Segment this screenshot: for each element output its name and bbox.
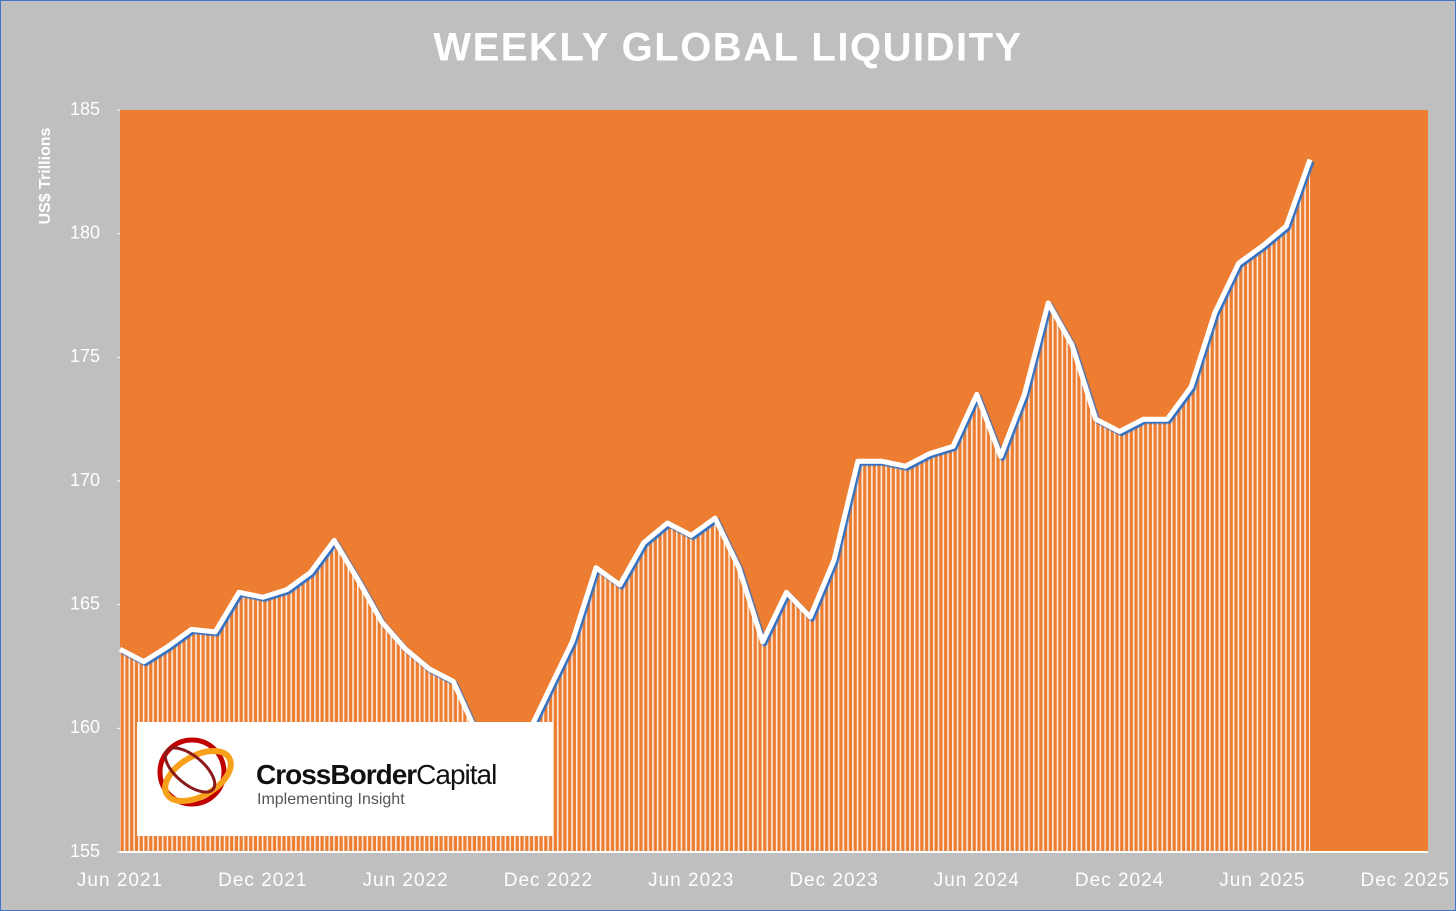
x-tick-label: Jun 2021 bbox=[77, 870, 163, 891]
logo-brand: CrossBorderCapital bbox=[256, 759, 496, 790]
x-tick-label: Jun 2025 bbox=[1219, 870, 1305, 891]
area-fill bbox=[120, 159, 1310, 852]
x-tick-label: Jun 2023 bbox=[648, 870, 734, 891]
y-tick-label: 160 bbox=[70, 717, 100, 737]
x-tick-label: Dec 2022 bbox=[504, 870, 593, 891]
logo-tagline: Implementing Insight bbox=[257, 791, 405, 808]
logo: CrossBorderCapital Implementing Insight bbox=[137, 722, 553, 836]
logo-ring bbox=[163, 746, 217, 794]
x-tick-label: Dec 2024 bbox=[1075, 870, 1164, 891]
y-tick-label: 165 bbox=[70, 593, 100, 613]
series-line bbox=[118, 158, 1313, 756]
x-tick-label: Dec 2021 bbox=[218, 870, 307, 891]
logo-ring bbox=[157, 737, 227, 807]
chart-title: WEEKLY GLOBAL LIQUIDITY bbox=[433, 26, 1022, 70]
logo-brand-bold: CrossBorder bbox=[256, 759, 417, 790]
x-tick-label: Dec 2025 bbox=[1361, 870, 1450, 891]
y-tick-label: 180 bbox=[70, 222, 100, 242]
x-tick-label: Jun 2024 bbox=[934, 870, 1020, 891]
y-tick-label: 155 bbox=[70, 841, 100, 861]
logo-brand-rest: Capital bbox=[416, 759, 496, 790]
y-tick-label: 185 bbox=[70, 99, 100, 119]
y-tick-label: 170 bbox=[70, 470, 100, 490]
x-tick-label: Jun 2022 bbox=[363, 870, 449, 891]
y-tick-label: 175 bbox=[70, 346, 100, 366]
y-axis-label: US$ Trillions bbox=[37, 127, 54, 224]
x-tick-label: Dec 2023 bbox=[789, 870, 878, 891]
